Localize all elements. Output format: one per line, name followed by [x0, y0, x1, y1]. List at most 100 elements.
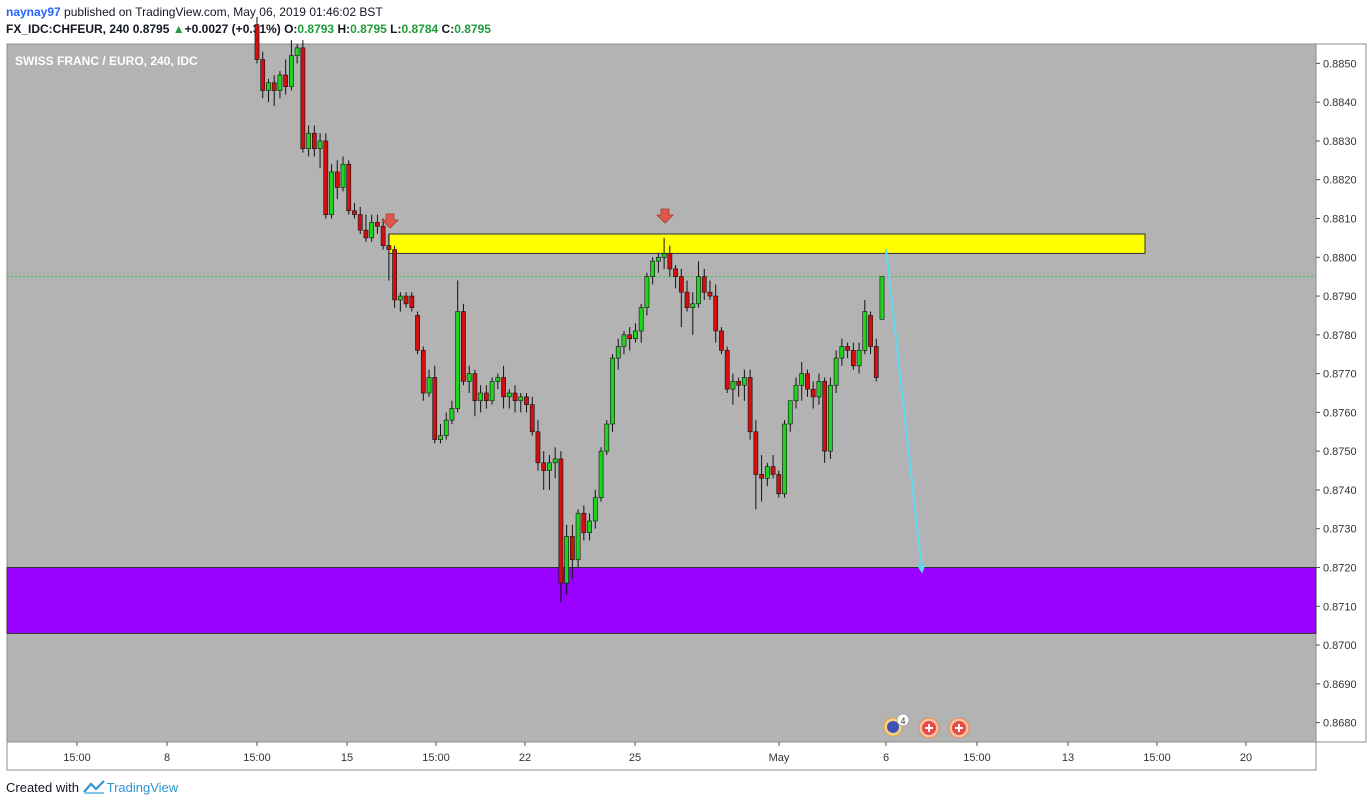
y-tick-label: 0.8740 — [1323, 485, 1357, 497]
candle-body — [822, 381, 828, 452]
author-link[interactable]: naynay97 — [6, 5, 61, 19]
event-icon[interactable] — [918, 717, 940, 739]
earnings-icon[interactable]: 4 — [883, 713, 910, 737]
candle-body — [466, 373, 472, 382]
candle — [696, 261, 701, 308]
candle-body — [598, 450, 604, 498]
candle-body — [764, 466, 770, 479]
close-label: C: — [441, 22, 455, 36]
events-count: 4 — [900, 716, 905, 726]
candle-body — [879, 276, 885, 320]
candle — [277, 71, 283, 99]
candle — [346, 160, 352, 215]
y-tick-label: 0.8810 — [1323, 214, 1357, 226]
chart-pane[interactable] — [6, 43, 1317, 743]
candle-body — [753, 431, 759, 475]
candle — [397, 292, 403, 312]
candle — [810, 381, 816, 409]
candle — [604, 420, 610, 456]
last-price: 0.8795 — [132, 22, 170, 36]
candle — [535, 420, 541, 471]
tradingview-brand-link[interactable]: TradingView — [106, 780, 179, 795]
candle — [323, 133, 329, 219]
candle-body — [787, 400, 793, 425]
event-icon[interactable] — [948, 717, 970, 739]
candle — [759, 455, 764, 502]
candle-body — [363, 229, 369, 239]
candle — [306, 125, 311, 157]
candle-body — [518, 396, 524, 402]
candle-body — [587, 520, 592, 533]
candle — [833, 350, 839, 393]
candle-body — [799, 373, 805, 386]
events-area[interactable]: 4 — [883, 713, 970, 739]
change-arrow-icon: ▲ — [172, 22, 185, 36]
candle — [615, 338, 621, 370]
candle-body — [707, 291, 713, 297]
candle — [529, 396, 535, 436]
candle — [650, 257, 656, 285]
candle-body — [650, 260, 656, 277]
high-label: H: — [337, 22, 351, 36]
candle-body — [277, 74, 283, 91]
x-tick-label: 15:00 — [422, 752, 450, 764]
candle — [644, 272, 650, 316]
candle — [300, 40, 306, 153]
candle — [730, 373, 736, 405]
candle — [558, 451, 564, 603]
time-axis[interactable] — [6, 741, 1317, 771]
candle — [271, 75, 277, 107]
candle — [518, 393, 524, 413]
candle — [581, 505, 587, 541]
candle-body — [294, 47, 300, 56]
candle — [839, 338, 845, 366]
candle — [770, 455, 776, 479]
candle — [294, 44, 300, 64]
candle — [489, 377, 495, 405]
candle-body — [329, 171, 334, 215]
candle-body — [696, 276, 701, 305]
candle-body — [311, 132, 317, 149]
candle-body — [868, 315, 873, 347]
candle-body — [357, 214, 363, 231]
candle-body — [742, 377, 747, 386]
candle — [483, 385, 489, 409]
candle — [753, 420, 759, 510]
candle-body — [283, 74, 289, 87]
candle — [466, 365, 472, 393]
candle — [598, 447, 604, 502]
candle — [524, 393, 529, 413]
high-value: 0.8795 — [350, 22, 387, 36]
candle — [266, 78, 271, 103]
x-tick-label: 15:00 — [63, 752, 91, 764]
price-axis[interactable] — [1315, 43, 1367, 743]
candle-body — [592, 497, 598, 522]
candle — [369, 214, 375, 242]
candle-body — [512, 392, 518, 402]
y-tick-label: 0.8710 — [1323, 601, 1357, 613]
candle-body — [552, 458, 558, 464]
candle-body — [673, 268, 678, 277]
candle-body — [684, 291, 690, 308]
candle — [420, 346, 426, 401]
candle — [684, 280, 690, 312]
candle-body — [300, 47, 306, 149]
y-tick-label: 0.8770 — [1323, 369, 1357, 381]
candle — [868, 311, 873, 355]
publish-info: published on TradingView.com, May 06, 20… — [64, 5, 383, 19]
candle — [547, 455, 552, 490]
candle-body — [862, 311, 868, 351]
candle — [386, 234, 392, 281]
candle — [828, 377, 833, 459]
candle-body — [621, 334, 627, 347]
candle-body — [495, 377, 501, 382]
candle-body — [793, 384, 799, 402]
candle-body — [346, 163, 352, 212]
candle-body — [776, 474, 782, 495]
x-tick-label: 15 — [341, 752, 353, 764]
candle-body — [323, 140, 329, 215]
candle — [701, 268, 707, 300]
y-tick-label: 0.8780 — [1323, 330, 1357, 342]
tradingview-logo-icon — [82, 780, 105, 794]
